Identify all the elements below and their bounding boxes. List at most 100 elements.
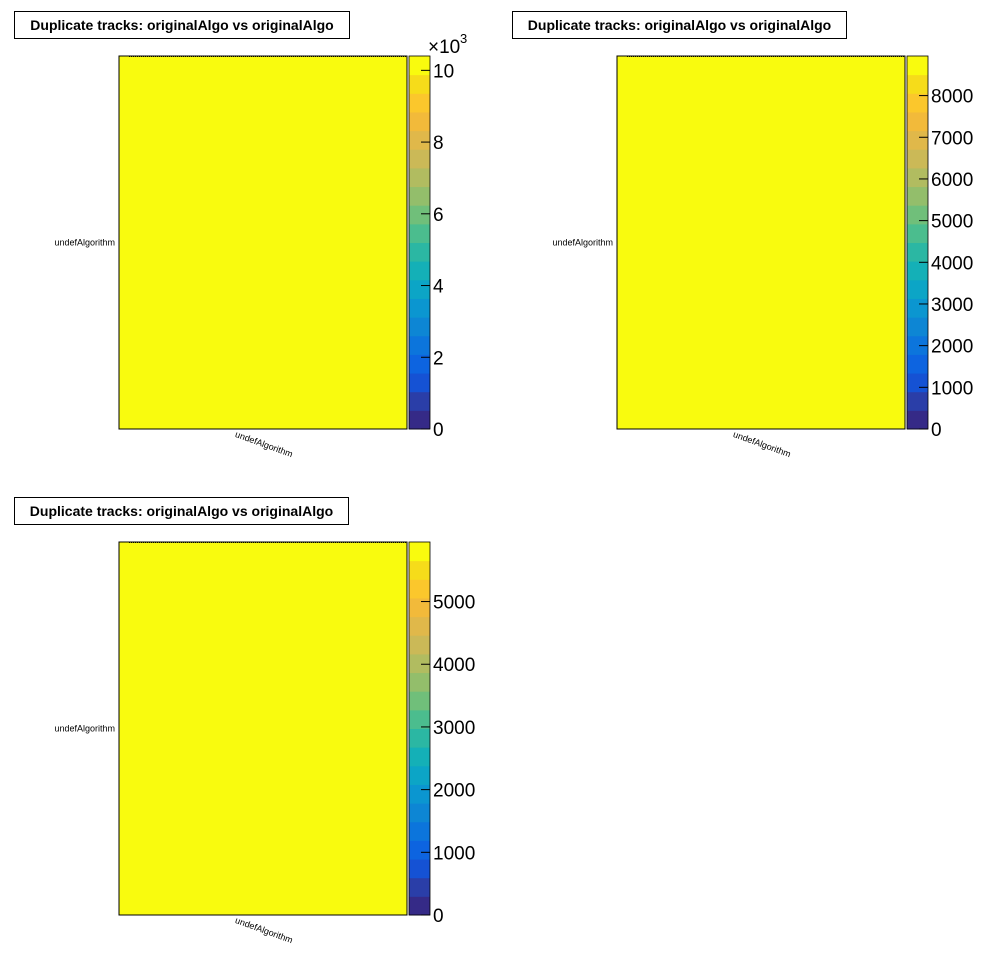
colorbar-tick-label: 3000 [433, 718, 475, 739]
colorbar-tick-label: 0 [433, 906, 444, 927]
x-category-label: undefAlgorithm [234, 429, 294, 459]
chart-panel-1: undefAlgorithm undefAlgorithm 0 2 4 6 8 10 ×10 3 [54, 31, 467, 459]
colorbar-segment [409, 691, 430, 711]
colorbar-segment [409, 242, 430, 262]
y-category-label: undefAlgorithm [552, 238, 613, 248]
colorbar-segment [409, 354, 430, 374]
colorbar-segment [409, 74, 430, 94]
colorbar-segment [907, 261, 928, 281]
colorbar-segment [907, 149, 928, 169]
colorbar-tick-label: 10 [433, 61, 454, 82]
heatmap-cell [617, 56, 905, 429]
colorbar-segment [409, 803, 430, 823]
chart-title: Duplicate tracks: originalAlgo vs origin… [512, 11, 847, 39]
colorbar-segment [409, 896, 430, 916]
colorbar-segment [907, 93, 928, 113]
colorbar-tick-label: 4000 [433, 655, 475, 676]
colorbar-segment [907, 298, 928, 318]
colorbar-segment [409, 56, 430, 76]
colorbar-segment [409, 186, 430, 206]
colorbar-segment [409, 335, 430, 355]
colorbar-segment [907, 279, 928, 299]
colorbar-segment [409, 410, 430, 430]
colorbar-tick-label: 8000 [931, 87, 973, 108]
colorbar-tick-label: 5000 [433, 593, 475, 614]
chart-panel-3: undefAlgorithm undefAlgorithm 0 1000 2000 300… [54, 541, 475, 945]
colorbar-segment [409, 765, 430, 785]
colorbar-segment [907, 223, 928, 243]
colorbar-tick-label: 4 [433, 277, 444, 298]
colorbar-segment [907, 130, 928, 150]
colorbar-exponent-power: 3 [460, 31, 467, 46]
colorbar-segment [409, 784, 430, 804]
colorbar-segment [409, 728, 430, 748]
colorbar-segment [907, 410, 928, 430]
colorbar-segment [409, 261, 430, 281]
colorbar-segment [907, 242, 928, 262]
colorbar-tick-label: 1000 [433, 843, 475, 864]
colorbar-segment [907, 186, 928, 206]
colorbar-tick-label: 2000 [433, 781, 475, 802]
y-category-label: undefAlgorithm [54, 238, 115, 248]
colorbar-segment [409, 130, 430, 150]
colorbar-segment [409, 597, 430, 618]
colorbar-segment [409, 821, 430, 841]
colorbar-segment [907, 205, 928, 225]
colorbar-segment [409, 877, 430, 897]
colorbar-segment [907, 111, 928, 132]
colorbar-segment [409, 93, 430, 113]
colorbar-tick-label: 1000 [931, 378, 973, 399]
colorbar-segment [409, 111, 430, 132]
colorbar-segment [409, 579, 430, 599]
colorbar-segment [907, 167, 928, 188]
colorbar-segment [409, 747, 430, 767]
colorbar-tick-label: 0 [433, 420, 444, 441]
colorbar-exponent-label: ×10 [428, 37, 460, 58]
colorbar-segment [409, 149, 430, 169]
colorbar-segment [907, 354, 928, 374]
colorbar-segment [409, 391, 430, 411]
colorbar-segment [907, 335, 928, 355]
heatmap-cell [119, 542, 407, 915]
colorbar-tick-label: 5000 [931, 212, 973, 233]
colorbar-tick-label: 6 [433, 205, 444, 226]
colorbar-tick-label: 2000 [931, 337, 973, 358]
chart-panel-2: undefAlgorithm undefAlgorithm 0 1000 2000 300… [552, 55, 973, 459]
colorbar-segment [409, 373, 430, 393]
x-category-label: undefAlgorithm [732, 429, 792, 459]
colorbar-segment [409, 672, 430, 692]
colorbar-frame [906, 55, 929, 430]
colorbar-tick-label: 8 [433, 133, 444, 154]
colorbar-segment [409, 840, 430, 860]
colorbar-tick-label: 3000 [931, 295, 973, 316]
colorbar-segment [907, 74, 928, 94]
colorbar-segment [907, 317, 928, 337]
colorbar-segment [409, 279, 430, 299]
x-category-label: undefAlgorithm [234, 915, 294, 945]
colorbar-frame [408, 55, 431, 430]
colorbar-segment [907, 391, 928, 411]
colorbar-segment [409, 223, 430, 243]
colorbar-segment [907, 56, 928, 76]
chart-title: Duplicate tracks: originalAlgo vs origin… [14, 497, 349, 525]
colorbar-segment [907, 373, 928, 393]
heatmap-cell [119, 56, 407, 429]
colorbar-segment [409, 653, 430, 674]
colorbar-segment [409, 167, 430, 188]
y-category-label: undefAlgorithm [54, 724, 115, 734]
colorbar-segment [409, 560, 430, 580]
colorbar-segment [409, 205, 430, 225]
colorbar-segment [409, 635, 430, 655]
colorbar-segment [409, 298, 430, 318]
colorbar-tick-label: 2 [433, 348, 444, 369]
colorbar-tick-label: 6000 [931, 170, 973, 191]
colorbar-segment [409, 616, 430, 636]
colorbar-tick-label: 4000 [931, 253, 973, 274]
colorbar-tick-label: 7000 [931, 128, 973, 149]
colorbar-segment [409, 709, 430, 729]
colorbar-segment [409, 317, 430, 337]
colorbar-segment [409, 542, 430, 562]
chart-title: Duplicate tracks: originalAlgo vs origin… [14, 11, 350, 39]
colorbar-segment [409, 859, 430, 879]
